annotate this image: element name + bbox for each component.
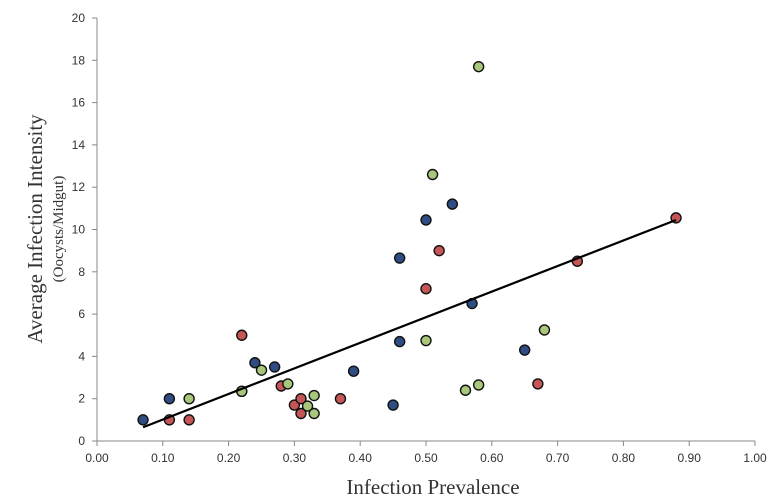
y-axis-title: Average Infection Intensity xyxy=(23,114,47,344)
y-tick-label: 10 xyxy=(72,223,86,237)
x-tick-label: 0.30 xyxy=(283,451,307,465)
data-point-series-1 xyxy=(446,198,459,210)
y-axis-subtitle: (Oocysts/Midgut) xyxy=(51,176,67,283)
y-tick-label: 20 xyxy=(72,11,86,25)
data-point-series-1 xyxy=(393,252,406,264)
y-tick-label: 0 xyxy=(78,434,85,448)
x-axis-title: Infection Prevalence xyxy=(346,475,519,497)
data-point-series-1 xyxy=(347,365,360,377)
x-tick-label: 0.10 xyxy=(151,451,175,465)
data-point-series-3 xyxy=(472,379,485,391)
data-point-series-3 xyxy=(301,400,314,412)
x-ticks: 0.00 0.10 0.20 0.30 0.40 0.50 0.60 0.70 0.80 0.90… xyxy=(85,441,767,465)
data-point-series-2 xyxy=(295,407,307,420)
data-point-series-1 xyxy=(163,393,176,405)
data-point-series-1 xyxy=(393,335,406,348)
data-points xyxy=(137,60,682,426)
y-tick-label: 4 xyxy=(78,349,85,363)
y-tick-label: 12 xyxy=(72,180,86,194)
data-point-series-2 xyxy=(183,414,195,426)
y-tick-label: 2 xyxy=(78,392,85,406)
axes xyxy=(96,18,755,442)
y-tick-label: 14 xyxy=(72,138,86,152)
data-point-series-2 xyxy=(433,244,445,257)
x-tick-label: 0.60 xyxy=(480,451,504,465)
data-point-series-2 xyxy=(295,393,307,405)
data-point-series-3 xyxy=(255,364,268,376)
data-point-series-3 xyxy=(308,389,320,402)
data-point-series-1 xyxy=(249,357,261,369)
x-tick-label: 0.80 xyxy=(612,451,636,465)
x-tick-label: 0.70 xyxy=(546,451,570,465)
data-point-series-1 xyxy=(420,214,432,226)
data-point-series-2 xyxy=(420,283,432,295)
y-tick-label: 18 xyxy=(72,53,86,67)
data-point-series-1 xyxy=(137,414,149,426)
data-point-series-3 xyxy=(183,393,195,405)
data-point-series-1 xyxy=(519,344,531,356)
data-point-series-1 xyxy=(268,361,281,373)
y-tick-label: 8 xyxy=(78,265,85,279)
data-point-series-2 xyxy=(532,378,544,390)
x-tick-label: 0.20 xyxy=(217,451,241,465)
y-tick-label: 6 xyxy=(78,307,85,321)
data-point-series-2 xyxy=(236,329,248,341)
data-point-series-3 xyxy=(420,334,432,347)
x-tick-label: 1.00 xyxy=(743,451,767,465)
x-tick-label: 0.00 xyxy=(85,451,109,465)
data-point-series-2 xyxy=(334,393,347,405)
x-tick-label: 0.50 xyxy=(414,451,438,465)
data-point-series-3 xyxy=(538,324,551,336)
data-point-series-3 xyxy=(282,378,294,390)
data-point-series-3 xyxy=(308,407,320,420)
y-ticks: 0 2 4 6 8 10 12 14 16 18 20 xyxy=(72,11,97,448)
x-tick-label: 0.90 xyxy=(678,451,702,465)
trend-line xyxy=(142,218,677,429)
data-point-series-3 xyxy=(426,168,439,181)
data-point-series-3 xyxy=(472,60,485,73)
data-point-series-1 xyxy=(387,399,399,411)
y-tick-label: 16 xyxy=(72,96,86,110)
x-tick-label: 0.40 xyxy=(349,451,373,465)
data-point-series-3 xyxy=(459,384,472,396)
